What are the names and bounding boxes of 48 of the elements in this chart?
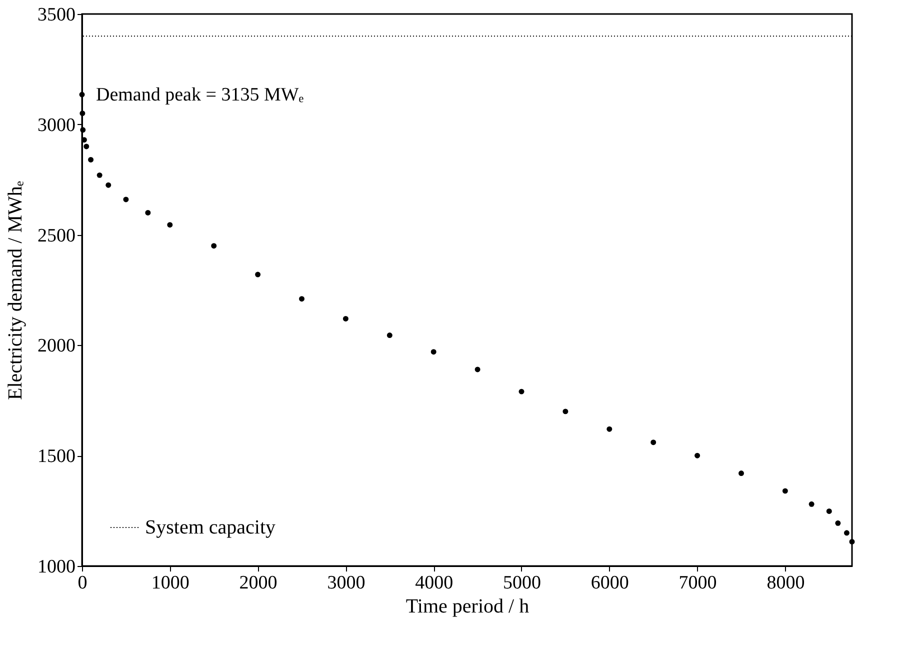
x-tick-label: 4000 <box>415 572 454 594</box>
point <box>844 530 850 536</box>
x-tick-label: 1000 <box>151 572 190 594</box>
x-tick-label: 6000 <box>590 572 629 594</box>
point <box>255 272 261 278</box>
point <box>430 349 436 355</box>
x-tick-label: 5000 <box>503 572 541 594</box>
point <box>106 182 112 188</box>
point <box>79 92 85 98</box>
y-tick-label: 2500 <box>38 225 76 246</box>
y-tick-label: 2000 <box>38 336 76 357</box>
point <box>211 243 217 249</box>
y-tick-label: 1500 <box>38 446 76 468</box>
point <box>167 222 173 228</box>
x-axis-title: Time period / h <box>406 596 530 618</box>
point <box>386 332 392 338</box>
point <box>342 316 348 322</box>
point <box>650 440 656 446</box>
point <box>606 426 612 432</box>
point <box>80 110 86 116</box>
point <box>808 501 814 507</box>
annotation: Demand peak = 3135 MWₑ <box>96 84 304 106</box>
point <box>849 538 855 544</box>
x-tick-label: 0 <box>78 572 88 594</box>
point <box>84 144 90 150</box>
point <box>145 210 151 216</box>
y-tick-label: 1000 <box>38 556 76 578</box>
point <box>826 508 832 514</box>
point <box>782 488 788 494</box>
x-tick-label: 2000 <box>239 572 278 594</box>
y-tick-label: 3000 <box>38 114 76 136</box>
point <box>738 470 744 476</box>
y-tick-label: 3500 <box>38 4 76 26</box>
point <box>88 156 94 162</box>
point <box>474 366 480 372</box>
point <box>694 452 700 458</box>
legend-label: System capacity <box>145 516 276 538</box>
point <box>123 196 129 202</box>
point <box>96 172 102 178</box>
y-axis-title: Electricity demand / MWhₑ <box>4 181 26 400</box>
x-tick-label: 7000 <box>678 572 717 594</box>
point <box>80 127 86 133</box>
point <box>835 520 841 526</box>
point <box>299 296 304 302</box>
x-tick-label: 3000 <box>327 572 366 594</box>
point <box>562 408 568 414</box>
point <box>518 388 524 394</box>
x-tick-label: 8000 <box>766 572 805 594</box>
